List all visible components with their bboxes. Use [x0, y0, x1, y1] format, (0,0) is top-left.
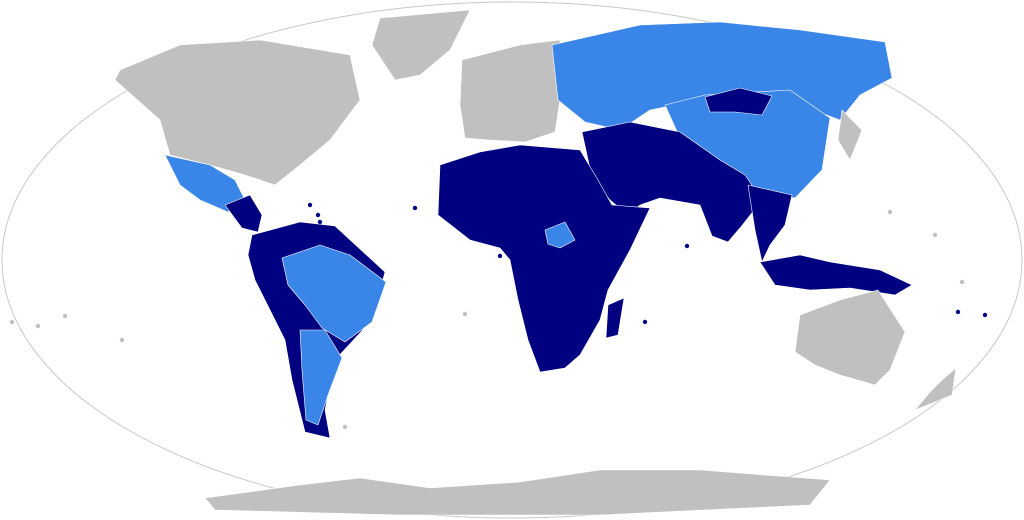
region-mongolia: [704, 87, 773, 116]
island-marker: [932, 232, 938, 238]
region-brazil: [281, 244, 387, 343]
island-marker: [955, 309, 961, 315]
region-europe: [459, 39, 561, 143]
island-marker: [307, 202, 313, 208]
region-south-sudan: [544, 221, 576, 249]
island-marker: [342, 424, 348, 430]
region-central-america: [224, 194, 263, 233]
region-argentina: [299, 329, 343, 426]
island-marker: [887, 209, 893, 215]
island-marker: [462, 311, 468, 317]
island-marker: [9, 319, 15, 325]
island-marker: [412, 205, 418, 211]
island-marker: [642, 319, 648, 325]
region-north-america: [114, 39, 361, 186]
region-africa: [437, 144, 651, 373]
island-marker: [982, 312, 988, 318]
island-marker: [317, 219, 323, 225]
region-southeast-asia: [747, 184, 793, 263]
island-marker: [119, 337, 125, 343]
island-marker: [497, 253, 503, 259]
island-marker: [959, 279, 965, 285]
region-new-zealand: [914, 367, 957, 411]
region-greenland: [371, 9, 471, 81]
region-japan: [837, 109, 863, 161]
island-marker: [315, 212, 321, 218]
region-australia: [794, 289, 906, 386]
region-antarctica: [204, 469, 831, 516]
island-marker: [35, 323, 41, 329]
region-madagascar: [605, 297, 625, 339]
island-marker: [684, 243, 690, 249]
island-marker: [62, 313, 68, 319]
region-indonesia: [759, 254, 913, 296]
